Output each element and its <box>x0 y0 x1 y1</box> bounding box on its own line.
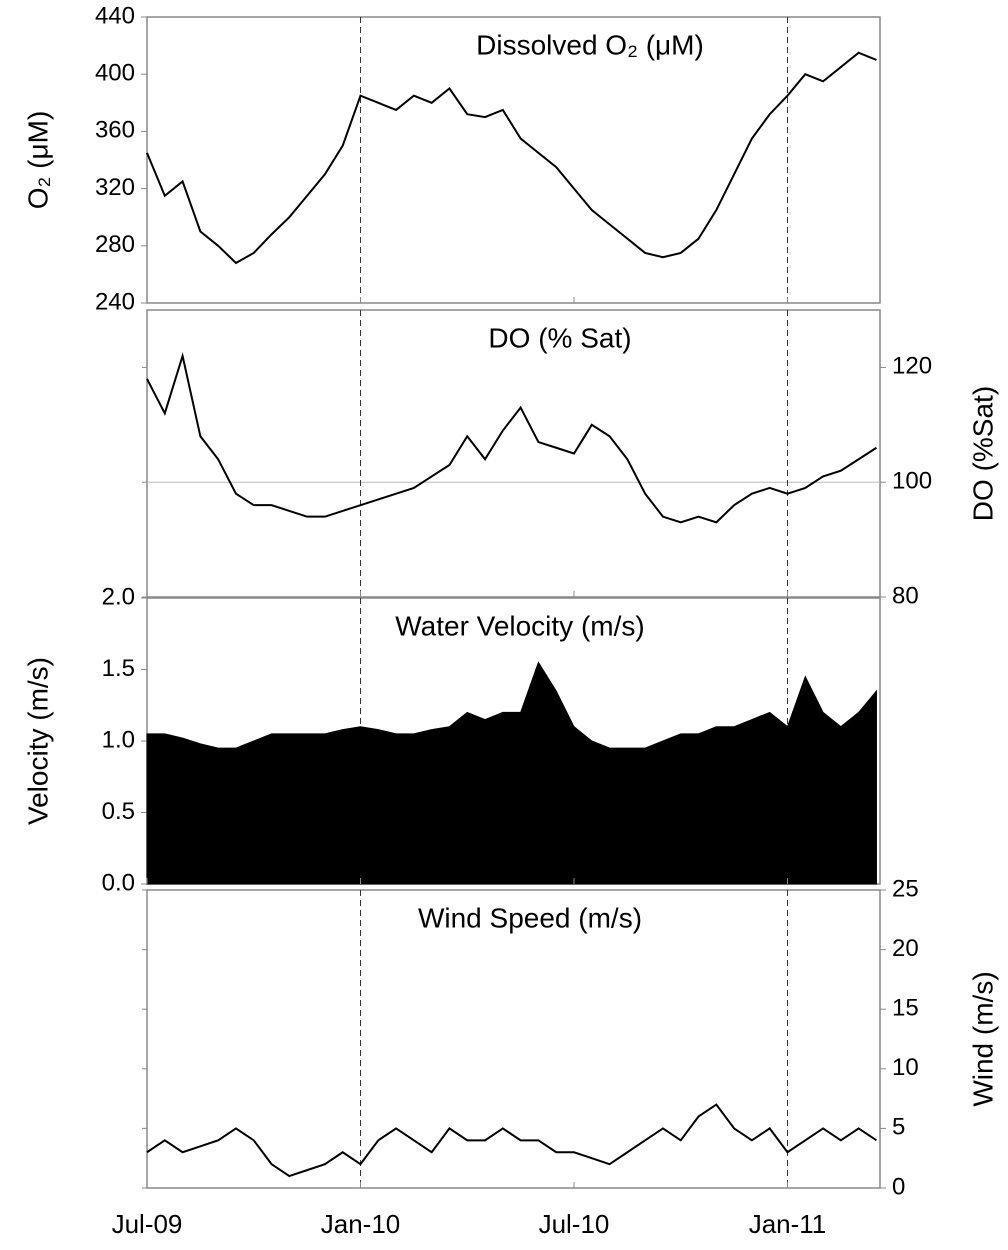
y-tick-label: 240 <box>95 288 135 315</box>
y-axis-label: Velocity (m/s) <box>22 657 53 825</box>
y-tick-label: 400 <box>95 60 135 87</box>
plot-frame <box>146 309 881 598</box>
y-tick-label: 2.0 <box>102 583 135 610</box>
y-tick-label: 1.0 <box>102 726 135 753</box>
y-tick-label: 20 <box>892 935 919 962</box>
x-tick-label: Jan-11 <box>749 1209 827 1239</box>
y-tick-label: 360 <box>95 117 135 144</box>
y-axis-label: Wind (m/s) <box>967 971 998 1106</box>
plot-frame <box>146 889 881 1189</box>
y-axis-label: O₂ (μM) <box>22 111 53 210</box>
y-axis-label: DO (%Sat) <box>967 386 998 521</box>
x-tick-label: Jul-10 <box>539 1209 610 1239</box>
x-tick-label: Jan-10 <box>321 1209 401 1239</box>
y-tick-label: 280 <box>95 231 135 258</box>
panel-title: Dissolved O₂ (μM) <box>476 29 704 60</box>
y-tick-label: 10 <box>892 1054 919 1081</box>
y-tick-label: 120 <box>892 353 932 380</box>
y-tick-label: 0.0 <box>102 869 135 896</box>
series-line <box>146 352 877 524</box>
x-tick-label: Jul-09 <box>112 1209 183 1239</box>
series-line <box>146 1103 877 1178</box>
series-line <box>146 51 877 265</box>
y-tick-label: 0 <box>892 1173 905 1200</box>
y-tick-label: 1.5 <box>102 655 135 682</box>
panel-title: Water Velocity (m/s) <box>395 610 644 641</box>
y-tick-label: 5 <box>892 1114 905 1141</box>
y-tick-label: 25 <box>892 875 919 902</box>
y-tick-label: 440 <box>95 2 135 29</box>
series-area <box>146 661 877 885</box>
y-tick-label: 15 <box>892 995 919 1022</box>
y-tick-label: 320 <box>95 174 135 201</box>
panel-title: DO (% Sat) <box>488 322 631 353</box>
y-tick-label: 80 <box>892 582 919 609</box>
y-tick-label: 0.5 <box>102 798 135 825</box>
panel-title: Wind Speed (m/s) <box>418 902 642 933</box>
y-tick-label: 100 <box>892 468 932 495</box>
plot-frame <box>146 16 881 304</box>
